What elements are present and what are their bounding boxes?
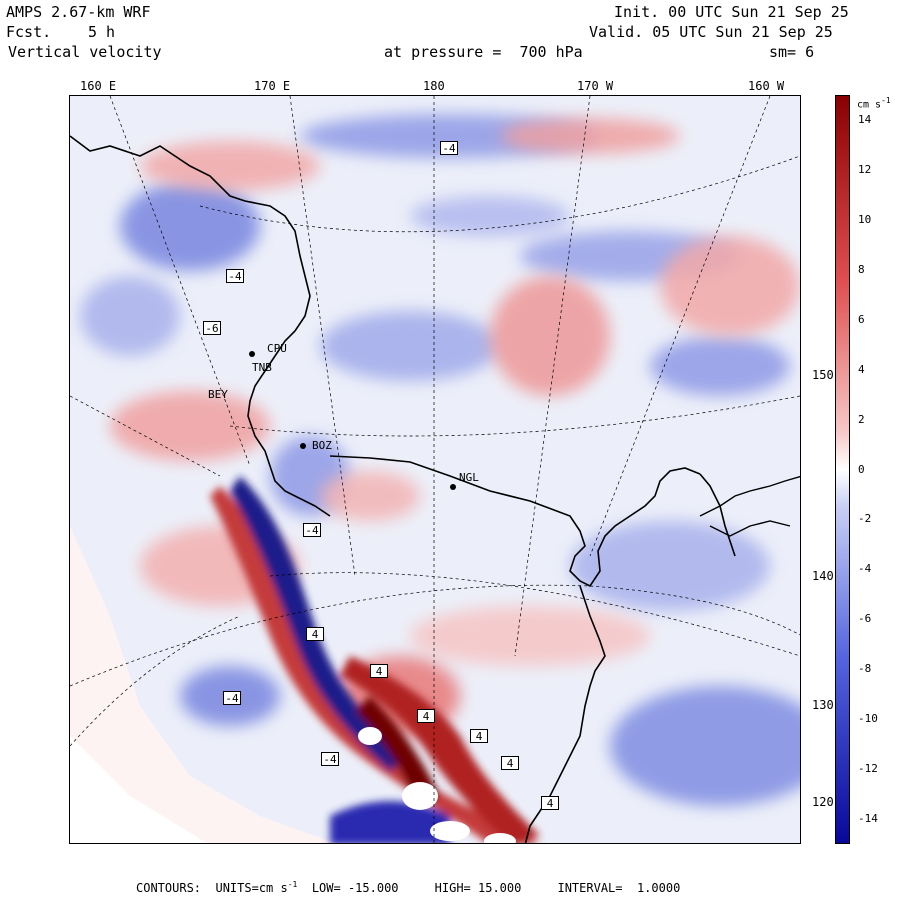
- contour-label: -4: [321, 752, 339, 766]
- contour-label: -4: [440, 141, 458, 155]
- contour-label: 4: [370, 664, 388, 678]
- colorbar-tick-label: -12: [858, 762, 878, 776]
- station-label-boz: BOZ: [312, 439, 332, 452]
- colorbar-tick-label: 4: [858, 362, 865, 376]
- mountain-wave-band: [210, 476, 540, 843]
- colorbar-tick-label: 14: [858, 112, 872, 126]
- lon-label-160e: 160 E: [80, 79, 117, 93]
- contour-label: 4: [541, 796, 559, 810]
- colorbar-tick-label: -8: [858, 662, 872, 676]
- lower-left-region: [70, 526, 335, 843]
- station-markers: [249, 351, 456, 490]
- station-label-bey: BEY: [208, 388, 228, 401]
- colorbar-tick-label: 2: [858, 412, 865, 426]
- pressure-level: at pressure = 700 hPa: [384, 43, 583, 61]
- model-title: AMPS 2.67-km WRF: [6, 3, 151, 21]
- coastline: [70, 135, 736, 843]
- color-scale-bar: [835, 95, 850, 844]
- station-label-ngl: NGL: [459, 471, 479, 484]
- init-time: Init. 00 UTC Sun 21 Sep 25: [614, 3, 849, 21]
- colorbar-tick-label: 10: [858, 212, 872, 226]
- colorbar-tick-label: -10: [858, 712, 878, 726]
- colorbar-tick-label: 12: [858, 162, 872, 176]
- terrain-gaps: [358, 727, 516, 843]
- lon-label-160w: 160 W: [748, 79, 785, 93]
- colorbar-tick-label: 8: [858, 262, 865, 276]
- colorbar-unit: cm s-1: [857, 96, 891, 111]
- positive-velocity-areas: [110, 118, 800, 736]
- lon-label-170w: 170 W: [577, 79, 614, 93]
- lon-label-180: 180: [423, 79, 445, 93]
- contour-label: -4: [223, 691, 241, 705]
- colorbar-tick-label: -4: [858, 562, 872, 576]
- no-data-region: [70, 736, 207, 843]
- contour-label: 4: [306, 627, 324, 641]
- contour-label: 4: [470, 729, 488, 743]
- forecast-hour: 5 h: [88, 23, 116, 41]
- station-label-cpu: CPU: [267, 342, 287, 355]
- marie-byrd-coast: [699, 475, 800, 537]
- forecast-label: Fcst.: [6, 23, 52, 41]
- colorbar-tick-label: 6: [858, 312, 865, 326]
- contour-label: -6: [203, 321, 221, 335]
- contour-label: -4: [226, 269, 244, 283]
- colorbar-tick-label: -14: [858, 812, 878, 826]
- smoothing: sm= 6: [769, 43, 815, 61]
- map-frame: CPU TNB BEY BOZ NGL -4 -4 -6 -4 -4 4 4 4…: [69, 95, 801, 844]
- lon-label-170e: 170 E: [254, 79, 291, 93]
- contour-info: CONTOURS: UNITS=cm s-1 LOW= -15.000 HIGH…: [136, 880, 681, 895]
- field-name: Vertical velocity: [8, 43, 162, 61]
- colorbar-tick-label: 0: [858, 462, 865, 476]
- contour-label: 4: [417, 709, 435, 723]
- colorbar-tick-label: -2: [858, 512, 872, 526]
- contour-label: 4: [501, 756, 519, 770]
- vertical-velocity-map: [70, 96, 800, 843]
- contour-label: -4: [303, 523, 321, 537]
- station-label-tnb: TNB: [252, 361, 272, 374]
- valid-time: Valid. 05 UTC Sun 21 Sep 25: [589, 23, 833, 41]
- colorbar-tick-label: -6: [858, 612, 872, 626]
